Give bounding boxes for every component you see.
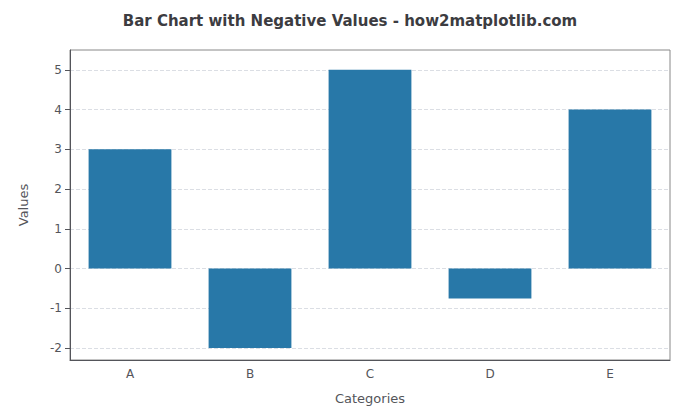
svg-text:Bar Chart with Negative Values: Bar Chart with Negative Values - how2mat… bbox=[123, 12, 578, 30]
svg-text:1: 1 bbox=[54, 222, 62, 236]
svg-text:Categories: Categories bbox=[335, 391, 405, 406]
svg-text:D: D bbox=[485, 367, 494, 381]
svg-text:5: 5 bbox=[54, 63, 62, 77]
svg-text:2: 2 bbox=[54, 182, 62, 196]
svg-text:0: 0 bbox=[54, 262, 62, 276]
svg-text:A: A bbox=[126, 367, 135, 381]
svg-text:-1: -1 bbox=[50, 301, 62, 315]
svg-text:3: 3 bbox=[54, 142, 62, 156]
svg-text:Values: Values bbox=[16, 184, 31, 227]
svg-text:B: B bbox=[246, 367, 254, 381]
svg-text:-2: -2 bbox=[50, 341, 62, 355]
svg-text:4: 4 bbox=[54, 103, 62, 117]
svg-text:E: E bbox=[606, 367, 614, 381]
svg-text:C: C bbox=[366, 367, 374, 381]
